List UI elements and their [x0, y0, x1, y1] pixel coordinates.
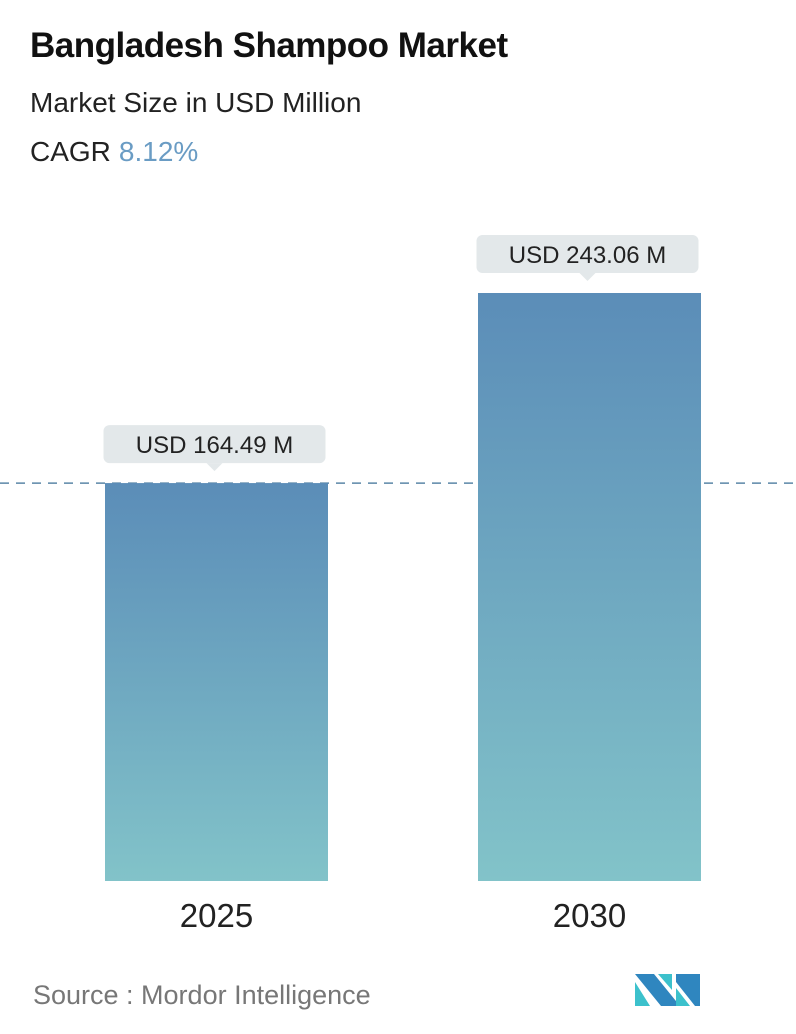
cagr: CAGR 8.12%: [30, 136, 198, 168]
cagr-value: 8.12%: [118, 136, 199, 167]
x-tick-label: 2025: [180, 897, 253, 934]
data-label: USD 164.49 M: [136, 432, 293, 459]
data-label-pointer: [579, 273, 596, 281]
x-tick-label: 2030: [553, 897, 626, 934]
source-text: Source : Mordor Intelligence: [33, 980, 371, 1010]
bar-2025: [105, 483, 328, 881]
data-label-box: [103, 425, 326, 464]
chart-title: Bangladesh Shampoo Market: [30, 26, 508, 65]
data-label: USD 243.06 M: [509, 242, 666, 269]
data-label-pointer: [206, 463, 223, 472]
data-label-box: [476, 235, 699, 273]
bar-2030: [478, 293, 701, 881]
chart-subtitle: Market Size in USD Million: [30, 87, 362, 118]
cagr-label: CAGR: [30, 136, 111, 167]
